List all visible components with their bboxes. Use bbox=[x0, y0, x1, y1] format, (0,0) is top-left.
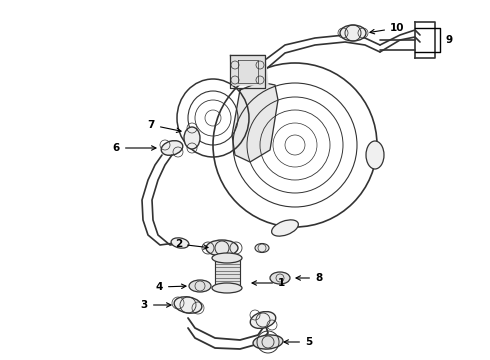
Ellipse shape bbox=[171, 238, 189, 248]
Text: 7: 7 bbox=[147, 120, 181, 132]
Ellipse shape bbox=[174, 297, 202, 313]
Text: 1: 1 bbox=[252, 278, 285, 288]
Ellipse shape bbox=[189, 280, 211, 292]
Text: 3: 3 bbox=[141, 300, 171, 310]
Ellipse shape bbox=[270, 272, 290, 284]
Text: 9: 9 bbox=[445, 35, 452, 45]
Ellipse shape bbox=[250, 311, 276, 328]
Ellipse shape bbox=[340, 25, 366, 41]
Ellipse shape bbox=[255, 243, 269, 252]
Ellipse shape bbox=[253, 335, 283, 349]
Ellipse shape bbox=[161, 141, 183, 155]
Text: 4: 4 bbox=[156, 282, 186, 292]
Text: 5: 5 bbox=[284, 337, 312, 347]
Polygon shape bbox=[232, 82, 278, 162]
Ellipse shape bbox=[366, 141, 384, 169]
Text: 10: 10 bbox=[370, 23, 405, 34]
Ellipse shape bbox=[212, 253, 242, 263]
Ellipse shape bbox=[271, 220, 298, 236]
Ellipse shape bbox=[184, 127, 200, 149]
Text: 8: 8 bbox=[296, 273, 322, 283]
Text: 2: 2 bbox=[175, 239, 208, 249]
Polygon shape bbox=[230, 55, 268, 85]
Text: 6: 6 bbox=[113, 143, 156, 153]
Ellipse shape bbox=[212, 283, 242, 293]
Ellipse shape bbox=[206, 240, 238, 256]
Polygon shape bbox=[215, 258, 240, 288]
